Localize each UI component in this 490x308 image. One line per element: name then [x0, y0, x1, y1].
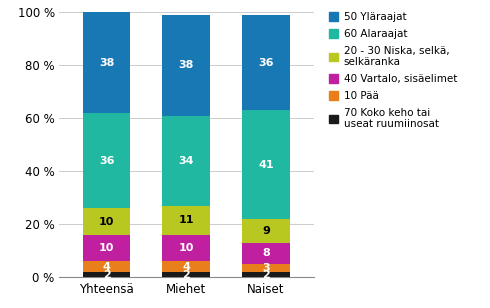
Text: 2: 2 [182, 270, 190, 280]
Text: 11: 11 [178, 215, 194, 225]
Bar [162, 206, 210, 235]
Text: 3: 3 [262, 263, 270, 273]
Bar [242, 264, 290, 272]
Bar [162, 261, 210, 272]
Text: 36: 36 [258, 58, 273, 68]
Text: 10: 10 [178, 243, 194, 253]
Bar [83, 261, 130, 272]
Bar [162, 235, 210, 261]
Bar [83, 272, 130, 277]
Text: 2: 2 [103, 270, 110, 280]
Bar [162, 116, 210, 206]
Bar [242, 15, 290, 110]
Text: 38: 38 [178, 60, 194, 70]
Bar [83, 208, 130, 235]
Bar [162, 15, 210, 116]
Text: 4: 4 [182, 261, 190, 272]
Bar [162, 272, 210, 277]
Bar [83, 113, 130, 208]
Text: 38: 38 [99, 58, 114, 68]
Text: 10: 10 [99, 243, 114, 253]
Bar [242, 110, 290, 219]
Bar [242, 272, 290, 277]
Text: 34: 34 [178, 156, 194, 166]
Text: 41: 41 [258, 160, 273, 170]
Text: 10: 10 [99, 217, 114, 227]
Text: 9: 9 [262, 226, 270, 236]
Legend: 50 Yläraajat, 60 Alaraajat, 20 - 30 Niska, selkä,
selkäranka, 40 Vartalo, sisäel: 50 Yläraajat, 60 Alaraajat, 20 - 30 Nisk… [329, 12, 457, 129]
Bar [83, 235, 130, 261]
Text: 36: 36 [99, 156, 114, 166]
Bar [83, 12, 130, 113]
Bar [242, 243, 290, 264]
Text: 8: 8 [262, 248, 270, 258]
Text: 4: 4 [102, 261, 111, 272]
Text: 2: 2 [262, 270, 270, 280]
Bar [242, 219, 290, 243]
